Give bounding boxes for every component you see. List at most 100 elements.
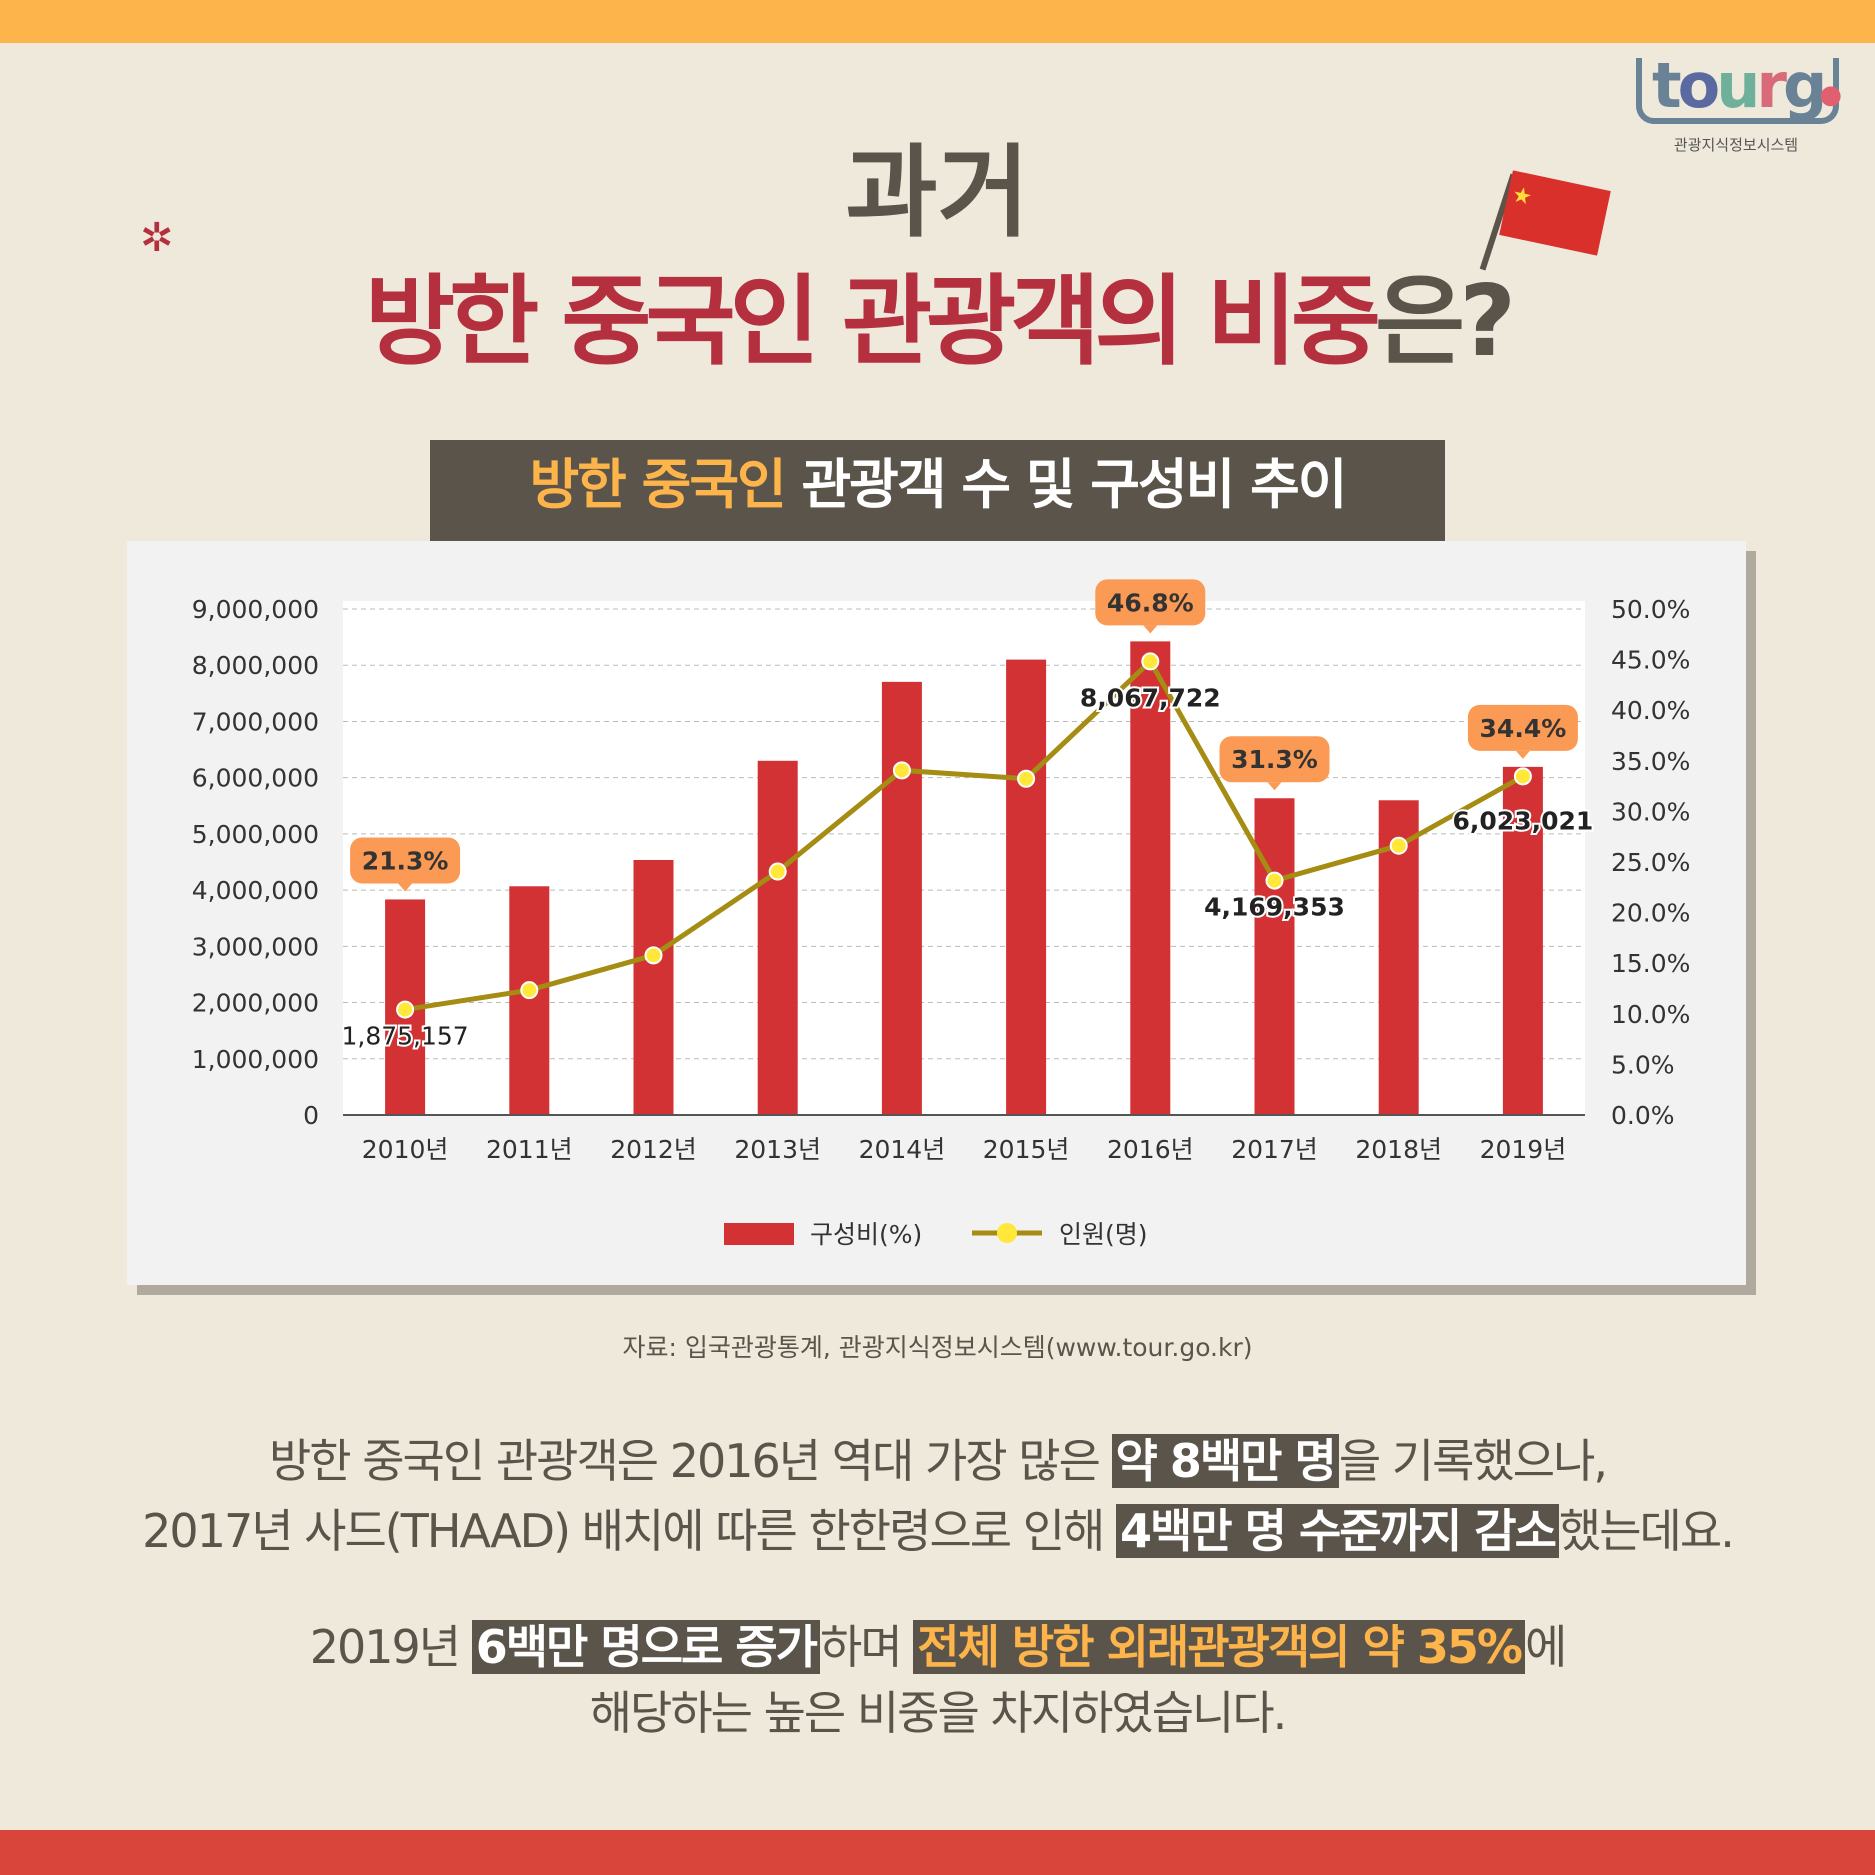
percent-label: 46.8% <box>1107 588 1194 617</box>
callout-pointer <box>1267 782 1282 791</box>
percent-label: 31.3% <box>1231 745 1318 774</box>
title-line1: 과거 <box>845 134 1030 251</box>
line-marker <box>1513 767 1532 786</box>
plot-area <box>343 601 1585 1115</box>
top-accent-bar <box>0 0 1875 43</box>
text: 했는데요. <box>1558 1504 1735 1558</box>
source-note: 자료: 입국관광통계, 관광지식정보시스템(www.tour.go.kr) <box>622 1333 1253 1362</box>
count-line <box>404 657 1525 1013</box>
highlight: 약 8백만 명 <box>1111 1434 1339 1488</box>
percent-callout <box>350 837 461 884</box>
line-marker <box>644 946 663 965</box>
chart-subtitle: 방한 중국인 관광객 수 및 구성비 추이 <box>430 440 1445 541</box>
line-marker <box>1141 652 1160 671</box>
sparkle-icon: ✲ <box>140 215 174 261</box>
line-marker <box>892 761 911 780</box>
count-label: 8,067,722 <box>1080 683 1221 712</box>
right-tick-label: 45.0% <box>1611 646 1690 675</box>
right-tick-label: 15.0% <box>1611 949 1690 978</box>
left-tick-label: 7,000,000 <box>192 707 319 736</box>
line-marker <box>1265 871 1284 890</box>
x-tick-label: 2018년 <box>1355 1135 1442 1164</box>
line-marker <box>768 862 787 881</box>
bar <box>757 760 798 1115</box>
title-line2: 방한 중국인 관광객의 비중은? <box>0 265 1875 380</box>
x-tick-label: 2010년 <box>362 1135 449 1164</box>
highlight-yellow: 전체 방한 외래관광객의 약 35% <box>913 1620 1525 1674</box>
body-line-4: 해당하는 높은 비중을 차지하였습니다. <box>589 1686 1288 1740</box>
x-tick-label: 2012년 <box>610 1135 697 1164</box>
bar <box>1502 766 1543 1115</box>
left-tick-label: 4,000,000 <box>192 876 319 905</box>
subtitle-rest: 관광객 수 및 구성비 추이 <box>784 453 1347 516</box>
text: 에 <box>1524 1620 1567 1674</box>
percent-callout <box>1467 704 1578 751</box>
line-marker <box>520 981 539 1000</box>
highlight: 4백만 명 수준까지 감소 <box>1115 1504 1559 1558</box>
count-label: 1,875,157 <box>341 1022 468 1051</box>
title-main: 방한 중국인 관광객의 비중 <box>364 265 1381 379</box>
left-tick-label: 1,000,000 <box>192 1045 319 1074</box>
highlight: 6백만 명으로 증가 <box>471 1620 820 1674</box>
title-tail: 은? <box>1375 265 1516 379</box>
percent-callout <box>1219 736 1330 783</box>
bar <box>509 886 550 1115</box>
x-tick-label: 2013년 <box>734 1135 821 1164</box>
body-line-1: 방한 중국인 관광객은 2016년 역대 가장 많은 약 8백만 명을 기록했으… <box>0 1432 1875 1490</box>
bottom-accent-bar <box>0 1830 1875 1875</box>
x-tick-label: 2017년 <box>1231 1135 1318 1164</box>
legend-line-label: 인원(명) <box>1059 1220 1148 1249</box>
chart-panel: 0 1,000,000 2,000,000 3,000,000 4,000,000 5,0… <box>127 541 1746 1285</box>
percent-callout <box>1095 579 1206 626</box>
x-tick-label: 2019년 <box>1480 1135 1567 1164</box>
combo-chart: 0 1,000,000 2,000,000 3,000,000 4,000,000 5,0… <box>192 579 1690 1249</box>
left-tick-label: 2,000,000 <box>192 989 319 1018</box>
subtitle-highlight: 방한 중국인 <box>529 453 786 516</box>
map-pin-icon: ● <box>1819 80 1842 110</box>
line-marker <box>1389 836 1408 855</box>
logo-subtitle: 관광지식정보시스템 <box>1673 136 1799 154</box>
right-tick-label: 25.0% <box>1611 848 1690 877</box>
x-tick-label: 2011년 <box>486 1135 573 1164</box>
percent-label: 21.3% <box>362 846 449 875</box>
left-tick-label: 5,000,000 <box>192 820 319 849</box>
logo-wordmark: tourg <box>1636 55 1840 124</box>
callout-pointer <box>398 883 413 892</box>
right-tick-label: 35.0% <box>1611 747 1690 776</box>
x-tick-label: 2014년 <box>859 1135 946 1164</box>
right-tick-label: 5.0% <box>1611 1050 1675 1079</box>
body-line-2: 2017년 사드(THAAD) 배치에 따른 한한령으로 인해 4백만 명 수준… <box>0 1502 1875 1560</box>
text: 2019년 <box>309 1620 472 1674</box>
right-tick-label: 20.0% <box>1611 899 1690 928</box>
line-marker <box>1017 769 1036 788</box>
legend-bar-label: 구성비(%) <box>810 1220 922 1249</box>
left-tick-label: 0 <box>303 1101 319 1130</box>
text: 하며 <box>820 1620 914 1674</box>
right-tick-label: 30.0% <box>1611 797 1690 826</box>
count-label: 4,169,353 <box>1204 893 1345 922</box>
left-tick-label: 6,000,000 <box>192 764 319 793</box>
bar <box>881 681 922 1115</box>
left-tick-label: 9,000,000 <box>192 595 319 624</box>
tourgo-logo: tourg ● 관광지식정보시스템 <box>1636 55 1842 155</box>
x-tick-label: 2016년 <box>1107 1135 1194 1164</box>
text: 을 기록했으나, <box>1338 1434 1608 1488</box>
left-tick-label: 8,000,000 <box>192 651 319 680</box>
legend-line-marker <box>997 1223 1017 1243</box>
right-tick-label: 50.0% <box>1611 595 1690 624</box>
percent-label: 34.4% <box>1480 714 1567 743</box>
bar <box>633 859 674 1115</box>
callout-pointer <box>1143 625 1158 634</box>
right-tick-label: 0.0% <box>1611 1101 1675 1130</box>
right-tick-label: 40.0% <box>1611 696 1690 725</box>
count-label: 6,023,021 <box>1453 806 1594 835</box>
right-tick-label: 10.0% <box>1611 1000 1690 1029</box>
text: 방한 중국인 관광객은 2016년 역대 가장 많은 <box>268 1434 1112 1488</box>
legend-bar-swatch <box>724 1223 794 1245</box>
text: 2017년 사드(THAAD) 배치에 따른 한한령으로 인해 <box>142 1504 1116 1558</box>
bar <box>1130 641 1171 1115</box>
body-line-3: 2019년 6백만 명으로 증가하며 전체 방한 외래관광객의 약 35%에 <box>0 1618 1875 1676</box>
bar <box>1006 659 1047 1115</box>
x-tick-label: 2015년 <box>983 1135 1070 1164</box>
line-marker <box>396 1000 415 1019</box>
